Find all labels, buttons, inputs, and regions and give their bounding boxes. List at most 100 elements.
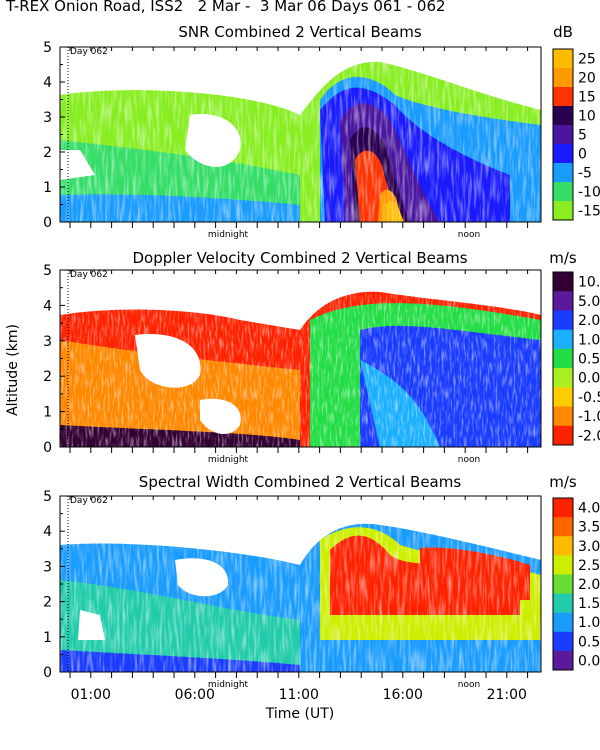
panel-2: Doppler Velocity Combined 2 Vertical Bea…	[43, 249, 600, 465]
colorbar-label: 1.5	[578, 596, 600, 612]
colorbar-segment	[553, 574, 573, 595]
x-tick-label: 16:00	[383, 687, 423, 703]
y-tick-label: 1	[43, 180, 52, 196]
y-tick-label: 3	[43, 334, 52, 350]
y-tick-label: 3	[43, 559, 52, 575]
heatmap-field	[60, 270, 541, 447]
colorbar-frame	[552, 497, 574, 671]
noon-label: noon	[458, 455, 480, 465]
y-tick-label: 5	[43, 40, 52, 56]
midnight-label: midnight	[208, 680, 249, 690]
colorbar-segment	[553, 555, 573, 575]
panel-3: Spectral Width Combined 2 Vertical Beams…	[43, 473, 600, 703]
colorbar-label: 0	[578, 147, 587, 163]
x-tick-label: 21:00	[487, 687, 527, 703]
colorbar-segment	[553, 272, 573, 292]
colorbar-label: 0.0	[578, 653, 600, 669]
y-tick-label: 2	[43, 595, 52, 611]
x-tick-label: 11:00	[279, 687, 319, 703]
y-tick-label: 5	[43, 489, 52, 505]
y-axis-title: Altitude (km)	[5, 324, 21, 416]
y-tick-label: 3	[43, 110, 52, 126]
heatmap-texture	[60, 270, 541, 447]
colorbar-segment	[553, 650, 573, 671]
colorbar-segment	[553, 329, 573, 350]
colorbar-segment	[553, 593, 573, 614]
colorbar-label: -10	[578, 185, 600, 201]
colorbar-segment	[553, 49, 573, 69]
colorbar-label: 3.5	[578, 520, 600, 536]
colorbar-unit: m/s	[549, 249, 577, 267]
colorbar-label: -2.0	[578, 428, 600, 444]
colorbar-label: 2.0	[578, 313, 600, 329]
y-tick-label: 2	[43, 369, 52, 385]
colorbar-label: 5.0	[578, 294, 600, 310]
x-tick-label: 06:00	[175, 687, 215, 703]
colorbar-segment	[553, 517, 573, 537]
heatmap-texture	[60, 47, 541, 222]
colorbar-label: 10.0	[578, 275, 600, 291]
y-tick-label: 4	[43, 75, 52, 91]
colorbar-segment	[553, 182, 573, 202]
colorbar-segment	[553, 536, 573, 556]
x-tick-label: 01:00	[71, 687, 111, 703]
colorbar-label: 1.0	[578, 332, 600, 348]
colorbar-segment	[553, 406, 573, 427]
colorbar-segment	[553, 425, 573, 446]
heatmap-field	[60, 47, 541, 222]
colorbar-label: 2.5	[578, 558, 600, 574]
panel-title: Doppler Velocity Combined 2 Vertical Bea…	[132, 249, 467, 267]
colorbar-label: 25	[578, 52, 596, 68]
colorbar-label: 4.0	[578, 501, 600, 517]
colorbar-label: -0.5	[578, 390, 600, 406]
x-axis-title: Time (UT)	[265, 706, 334, 722]
day-marker-label: Day 062	[70, 47, 108, 57]
colorbar-label: -5	[578, 166, 592, 182]
colorbar-segment	[553, 125, 573, 145]
colorbar-segment	[553, 348, 573, 369]
colorbar-unit: dB	[553, 23, 573, 41]
noon-label: noon	[458, 680, 480, 690]
colorbar-segment	[553, 291, 573, 311]
y-tick-label: 5	[43, 263, 52, 279]
colorbar-label: 10	[578, 109, 596, 125]
colorbar-segment	[553, 68, 573, 88]
colorbar-label: 0.5	[578, 352, 600, 368]
colorbar-label: -1.0	[578, 409, 600, 425]
colorbar-segment	[553, 201, 573, 221]
panel-title: SNR Combined 2 Vertical Beams	[178, 23, 421, 41]
colorbar-segment	[553, 163, 573, 183]
y-tick-label: 0	[43, 440, 52, 456]
colorbar-label: 15	[578, 90, 596, 106]
y-tick-label: 0	[43, 215, 52, 231]
colorbar-segment	[553, 87, 573, 107]
y-tick-label: 1	[43, 630, 52, 646]
y-tick-label: 0	[43, 665, 52, 681]
panel-1: SNR Combined 2 Vertical Beams dB Day 062 0 1…	[43, 23, 600, 240]
y-tick-label: 1	[43, 405, 52, 421]
colorbar-label: 20	[578, 71, 596, 87]
colorbar-unit: m/s	[549, 473, 577, 491]
y-tick-label: 2	[43, 145, 52, 161]
colorbar-segment	[553, 106, 573, 126]
noon-label: noon	[458, 230, 480, 240]
colorbar-label: 1.0	[578, 615, 600, 631]
y-tick-label: 4	[43, 524, 52, 540]
colorbar-label: 0.0	[578, 371, 600, 387]
midnight-label: midnight	[208, 455, 249, 465]
day-marker-label: Day 062	[70, 496, 108, 506]
colorbar-label: 0.5	[578, 634, 600, 650]
colorbar-segment	[553, 368, 573, 388]
colorbar-segment	[553, 631, 573, 652]
heatmap-field	[60, 496, 541, 672]
colorbar-frame	[552, 271, 574, 446]
colorbar-label: 5	[578, 128, 587, 144]
figure-title: T-REX Onion Road, ISS2 2 Mar - 3 Mar 06 …	[6, 0, 446, 15]
colorbar-segment	[553, 498, 573, 518]
colorbar-label: -15	[578, 204, 600, 220]
colorbar-segment	[553, 387, 573, 408]
day-marker-label: Day 062	[70, 270, 108, 280]
colorbar-segment	[553, 310, 573, 331]
colorbar-frame	[552, 48, 574, 221]
